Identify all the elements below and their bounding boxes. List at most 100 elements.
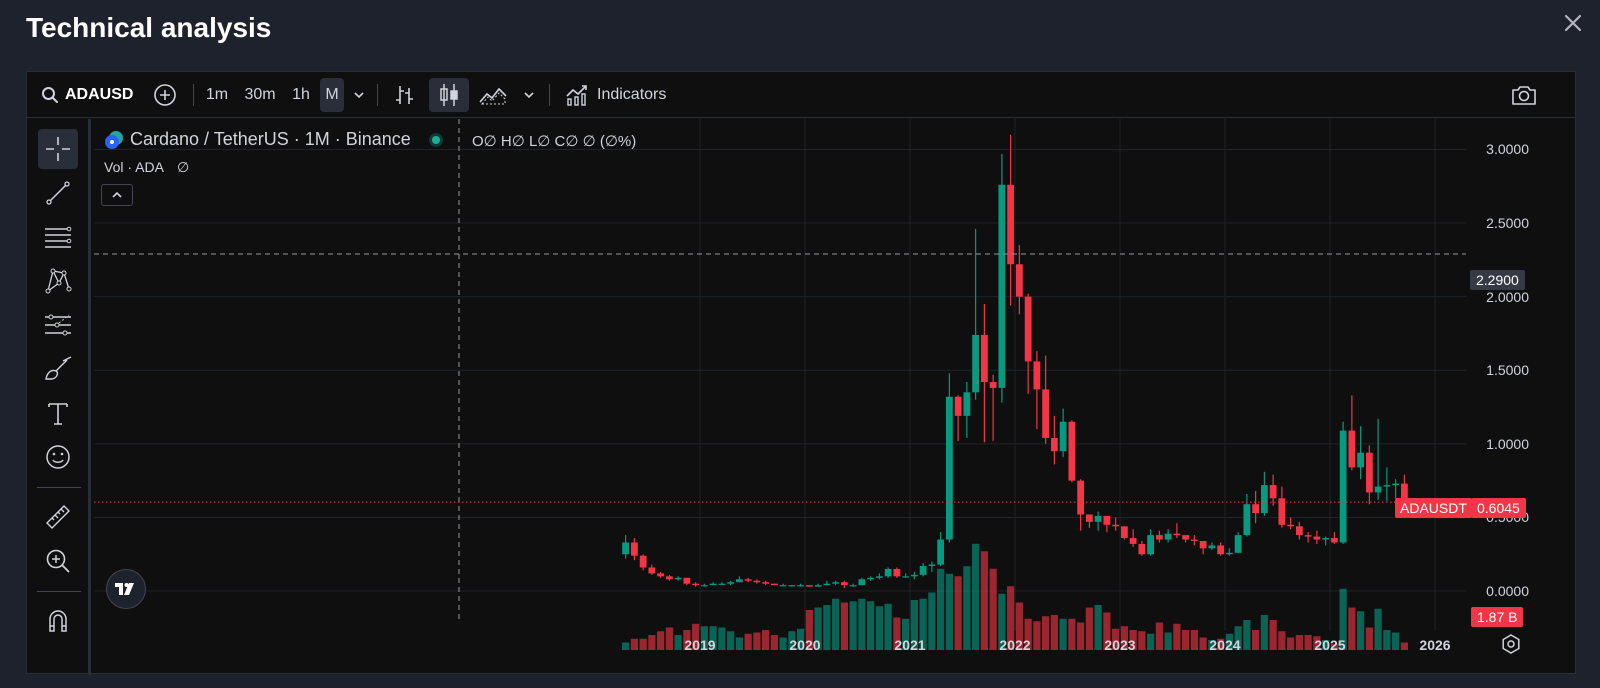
candle-body [1252,504,1260,514]
candle-body [1164,533,1172,540]
interval-30m-button[interactable]: 30m [244,86,276,103]
price-axis-label: 3.0000 [1486,141,1529,158]
volume-bar [1033,621,1041,650]
volume-bar [700,626,708,650]
toolbar-divider [377,84,378,106]
price-axis-label: 2.0000 [1486,288,1529,305]
symbol-label: ADAUSD [65,86,134,103]
volume-bar [1295,635,1303,650]
candle-body [910,574,918,577]
volume-bar [1007,586,1015,650]
symbol-search-button[interactable]: ADAUSD [35,78,139,112]
modal-title: Technical analysis [26,12,272,43]
pattern-tool-button[interactable] [38,261,78,301]
interval-dropdown-button[interactable] [349,78,369,112]
volume-bar [1252,630,1260,650]
candle-body [867,577,875,580]
price-chart[interactable] [94,119,1577,675]
volume-bar [1155,622,1163,650]
volume-bar [1383,630,1391,650]
brush-icon [43,355,73,383]
candle-body [963,392,971,416]
candle-body [1208,545,1216,549]
time-axis-label: 2020 [789,637,821,653]
area-chart-type-button[interactable] [477,78,509,112]
volume-bar [1365,627,1373,650]
indicators-label: Indicators [597,86,667,103]
sidebar-divider [37,487,81,488]
zoom-in-tool-button[interactable] [38,541,78,581]
candle-body [989,382,997,388]
trend-line-icon [44,179,72,207]
sidebar-divider [37,591,81,592]
candle-body [902,576,910,578]
price-axis-label: 1.5000 [1486,362,1529,379]
candle-body [849,585,857,587]
emoji-tool-button[interactable] [38,437,78,477]
candle-body [1050,437,1058,452]
close-icon[interactable] [1560,10,1586,36]
candle-body [875,576,883,578]
market-status-icon [428,132,443,147]
volume-bar [1392,632,1400,650]
indicators-button[interactable]: Indicators [561,78,677,112]
volume-legend[interactable]: Vol · ADA ∅ [104,159,189,176]
candle-body [928,564,936,567]
volume-bar [648,635,656,650]
candle-body [1269,485,1277,499]
compare-symbol-button[interactable] [149,78,181,112]
volume-bar [980,551,988,650]
bar-chart-type-button[interactable] [391,78,419,112]
candle-body [884,568,892,577]
volume-bar [665,627,673,650]
interval-1h-button[interactable]: 1h [292,86,310,103]
volume-bar [1199,637,1207,650]
measure-tool-button[interactable] [38,497,78,537]
volume-bar [1260,615,1268,650]
text-tool-button[interactable] [38,393,78,433]
interval-month-button[interactable]: M [320,78,344,112]
candlestick-icon [438,82,460,108]
forecasting-tool-button[interactable] [38,305,78,345]
volume-bar [1234,626,1242,650]
text-icon [45,399,71,427]
tradingview-logo[interactable] [106,569,146,609]
brush-tool-button[interactable] [38,349,78,389]
candle-body [700,585,708,587]
volume-bar [1050,615,1058,650]
chart-pane[interactable]: Cardano / TetherUS · 1M · Binance O∅ H∅ … [94,119,1577,675]
volume-bar [1357,611,1365,650]
series-legend[interactable]: Cardano / TetherUS · 1M · Binance [104,129,443,150]
candles-chart-type-button[interactable] [429,78,469,112]
candle-body [1243,504,1251,536]
volume-bar [727,631,735,650]
fib-tool-button[interactable] [38,217,78,257]
volume-bar [683,630,691,650]
last-price-tag: 0.6045 [1471,498,1526,518]
candle-body [735,579,743,583]
trend-line-tool-button[interactable] [38,173,78,213]
legend-collapse-button[interactable] [101,184,133,206]
candle-body [1260,485,1268,514]
volume-bar [657,631,665,650]
horizontal-lines-icon [43,223,73,251]
ruler-icon [44,503,72,531]
interval-1m-button[interactable]: 1m [205,86,229,103]
settings-icon[interactable] [1499,632,1523,656]
volume-bar [1147,633,1155,650]
candle-body [1129,538,1137,544]
candle-body [762,582,770,584]
crosshair-tool-button[interactable] [38,129,78,169]
candle-body [1024,296,1032,362]
candle-body [937,539,945,565]
crosshair-icon [44,135,72,163]
candle-body [1042,389,1050,438]
volume-bar [1208,640,1216,650]
snapshot-button[interactable] [1507,78,1541,112]
magnet-tool-button[interactable] [38,601,78,641]
candle-body [665,576,673,580]
volume-bar [709,626,717,650]
chart-type-dropdown-button[interactable] [519,78,539,112]
candle-body [1190,539,1198,542]
time-axis-label: 2025 [1314,637,1346,653]
